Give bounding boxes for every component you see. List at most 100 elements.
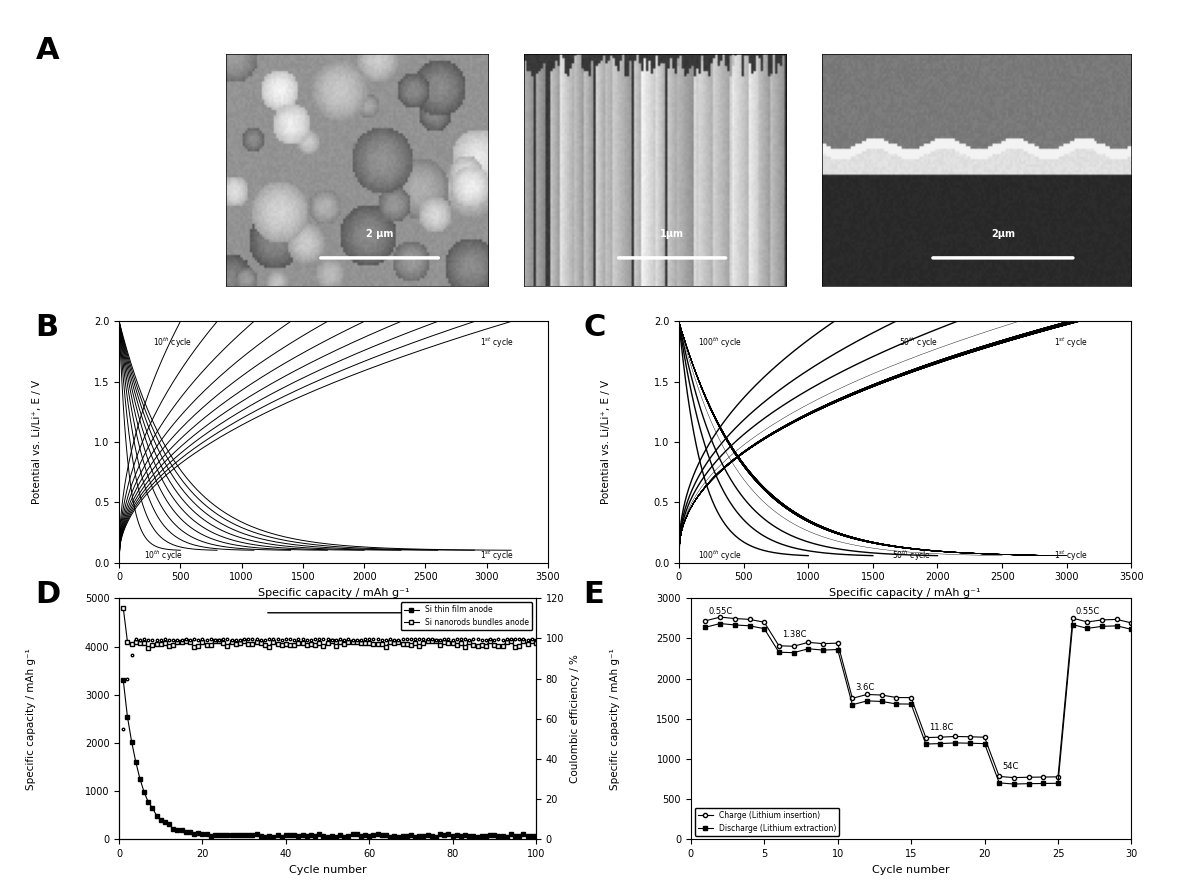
Si nanorods bundles anode [142, 642, 155, 653]
Discharge (Lithium extraction) [1110, 621, 1124, 631]
Charge (Lithium insertion) [713, 612, 728, 622]
Si thin film anode [499, 831, 513, 842]
Line: Si thin film anode: Si thin film anode [121, 679, 537, 839]
Discharge (Lithium extraction) [890, 698, 904, 709]
Si nanorods bundles anode [199, 640, 214, 651]
Charge (Lithium insertion) [962, 731, 977, 742]
Legend: Charge (Lithium insertion), Discharge (Lithium extraction): Charge (Lithium insertion), Discharge (L… [694, 807, 840, 836]
Charge (Lithium insertion) [978, 732, 992, 743]
Si thin film anode [116, 675, 131, 686]
Charge (Lithium insertion) [918, 732, 933, 743]
Discharge (Lithium extraction) [742, 621, 756, 631]
Discharge (Lithium extraction) [846, 699, 860, 710]
Text: 11.8C: 11.8C [929, 722, 953, 731]
Discharge (Lithium extraction) [1006, 779, 1021, 789]
Text: 2 μm: 2 μm [366, 230, 393, 239]
Y-axis label: Specific capacity / mAh g⁻¹: Specific capacity / mAh g⁻¹ [610, 648, 621, 789]
Line: Si nanorods bundles anode: Si nanorods bundles anode [121, 606, 537, 649]
Si thin film anode [362, 830, 376, 841]
Discharge (Lithium extraction) [962, 738, 977, 748]
Discharge (Lithium extraction) [772, 647, 786, 657]
Charge (Lithium insertion) [1124, 618, 1139, 629]
Charge (Lithium insertion) [1095, 614, 1109, 625]
Charge (Lithium insertion) [698, 615, 712, 626]
Si thin film anode [470, 831, 485, 842]
Si nanorods bundles anode [529, 638, 543, 648]
Text: 1$^{st}$ cycle: 1$^{st}$ cycle [480, 336, 515, 350]
Charge (Lithium insertion) [1036, 772, 1050, 782]
Si nanorods bundles anode [116, 603, 131, 613]
Text: 3.6C: 3.6C [855, 682, 874, 691]
Discharge (Lithium extraction) [713, 618, 728, 629]
Text: C: C [584, 313, 606, 341]
Discharge (Lithium extraction) [698, 622, 712, 632]
Charge (Lithium insertion) [757, 617, 772, 628]
Si thin film anode [212, 830, 226, 840]
X-axis label: Specific capacity / mAh g⁻¹: Specific capacity / mAh g⁻¹ [829, 588, 981, 598]
Charge (Lithium insertion) [992, 771, 1006, 781]
Discharge (Lithium extraction) [816, 645, 830, 655]
Text: 1.38C: 1.38C [781, 630, 806, 639]
Text: 1$^{st}$ cycle: 1$^{st}$ cycle [480, 548, 515, 563]
Charge (Lithium insertion) [934, 732, 948, 743]
Legend: Si thin film anode, Si nanorods bundles anode: Si thin film anode, Si nanorods bundles … [400, 602, 532, 630]
Discharge (Lithium extraction) [918, 739, 933, 749]
Text: 50$^{th}$ cycle: 50$^{th}$ cycle [899, 336, 937, 350]
Text: B: B [36, 313, 58, 341]
Text: 100$^{th}$ cycle: 100$^{th}$ cycle [698, 336, 742, 350]
Line: Charge (Lithium insertion): Charge (Lithium insertion) [704, 615, 1134, 780]
Text: D: D [36, 580, 61, 609]
Line: Discharge (Lithium extraction): Discharge (Lithium extraction) [704, 622, 1134, 786]
Charge (Lithium insertion) [1022, 772, 1036, 782]
Text: 0.55C: 0.55C [709, 607, 732, 616]
Text: 1$^{st}$ cycle: 1$^{st}$ cycle [1054, 336, 1087, 350]
Charge (Lithium insertion) [742, 614, 756, 625]
Charge (Lithium insertion) [772, 640, 786, 651]
Charge (Lithium insertion) [1110, 614, 1124, 625]
Discharge (Lithium extraction) [874, 697, 888, 707]
Si nanorods bundles anode [332, 637, 348, 647]
Discharge (Lithium extraction) [830, 644, 844, 655]
Charge (Lithium insertion) [1050, 772, 1065, 782]
Text: E: E [584, 580, 604, 609]
Discharge (Lithium extraction) [1095, 621, 1109, 631]
Text: A: A [36, 36, 60, 64]
Discharge (Lithium extraction) [786, 647, 800, 658]
Si nanorods bundles anode [217, 638, 231, 648]
Charge (Lithium insertion) [1006, 772, 1021, 783]
Y-axis label: Specific capacity / mAh g⁻¹: Specific capacity / mAh g⁻¹ [26, 648, 36, 789]
Discharge (Lithium extraction) [992, 778, 1006, 789]
Si nanorods bundles anode [512, 641, 526, 652]
Discharge (Lithium extraction) [1050, 778, 1065, 789]
X-axis label: Specific capacity / mAh g⁻¹: Specific capacity / mAh g⁻¹ [257, 588, 410, 598]
Charge (Lithium insertion) [830, 638, 844, 648]
Text: 2μm: 2μm [991, 230, 1015, 239]
Charge (Lithium insertion) [816, 638, 830, 649]
X-axis label: Cycle number: Cycle number [872, 864, 950, 875]
Charge (Lithium insertion) [948, 731, 962, 742]
Text: 10$^{th}$ cycle: 10$^{th}$ cycle [144, 548, 182, 563]
Charge (Lithium insertion) [1066, 613, 1080, 623]
Charge (Lithium insertion) [802, 637, 816, 647]
Discharge (Lithium extraction) [728, 620, 742, 630]
Si nanorods bundles anode [499, 637, 513, 647]
Discharge (Lithium extraction) [757, 623, 772, 634]
Si thin film anode [329, 831, 343, 842]
Discharge (Lithium extraction) [904, 698, 918, 709]
Discharge (Lithium extraction) [978, 739, 992, 749]
Text: 54C: 54C [1002, 762, 1018, 772]
Y-axis label: Coulombic efficiency / %: Coulombic efficiency / % [569, 655, 580, 783]
Si thin film anode [512, 830, 526, 841]
Discharge (Lithium extraction) [948, 738, 962, 748]
Si thin film anode [529, 830, 543, 841]
Charge (Lithium insertion) [786, 641, 800, 652]
Discharge (Lithium extraction) [934, 739, 948, 749]
Text: 1μm: 1μm [660, 230, 684, 239]
Text: 10$^{th}$ cycle: 10$^{th}$ cycle [154, 336, 193, 350]
Text: 0.55C: 0.55C [1075, 607, 1099, 616]
Discharge (Lithium extraction) [860, 696, 874, 706]
Text: 100$^{th}$ cycle: 100$^{th}$ cycle [698, 548, 742, 563]
Charge (Lithium insertion) [904, 692, 918, 703]
Charge (Lithium insertion) [874, 689, 888, 700]
Charge (Lithium insertion) [846, 693, 860, 704]
